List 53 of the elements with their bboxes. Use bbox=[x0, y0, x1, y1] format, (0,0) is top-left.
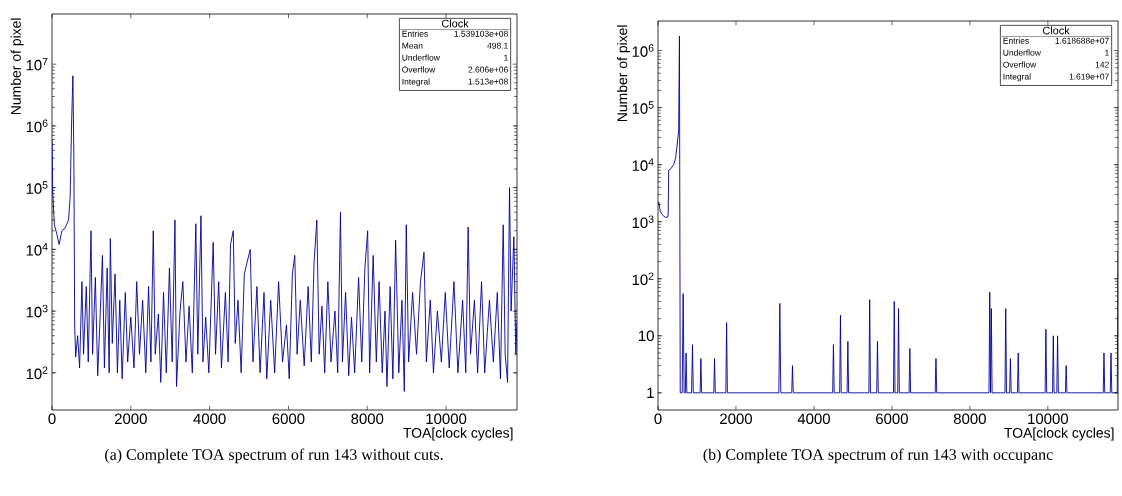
annotation: 1.513e+08 bbox=[468, 78, 508, 85]
y-tick-label: 10$^{7}$ bbox=[26, 57, 48, 71]
y-tick-label: 10$^{6}$ bbox=[26, 119, 48, 133]
annotation: 1 bbox=[504, 54, 508, 61]
x-axis-title: TOA[clock cycles] bbox=[1004, 427, 1114, 441]
annotation: Clock bbox=[1042, 26, 1070, 35]
x-tick-label: 2000 bbox=[114, 413, 147, 425]
x-tick-label: 8000 bbox=[351, 413, 384, 425]
y-axis-title: Number of pixel bbox=[10, 18, 24, 115]
annotation: Entries bbox=[1003, 37, 1029, 44]
y-tick-label: 10$^{2}$ bbox=[26, 366, 48, 380]
annotation: Entries bbox=[402, 30, 428, 37]
annotation: Underflow bbox=[1003, 49, 1041, 56]
text: (b) Complete TOA spectrum of run 143 with occupanc bbox=[703, 448, 1053, 464]
x-tick-label: 10000 bbox=[426, 413, 467, 425]
annotation: 2.606e+06 bbox=[468, 66, 508, 73]
y-tick-label: 10$^{4}$ bbox=[26, 243, 48, 256]
x-tick-label: 0 bbox=[48, 413, 56, 425]
annotation: 142 bbox=[1095, 61, 1109, 68]
annotation: Mean bbox=[402, 42, 423, 49]
annotation: Overflow bbox=[402, 66, 436, 73]
annotation: Integral bbox=[1003, 73, 1031, 82]
y-tick-label: 10$^{5}$ bbox=[632, 101, 654, 114]
x-tick-label: 6000 bbox=[272, 413, 305, 425]
x-axis-title: TOA[clock cycles] bbox=[403, 427, 513, 441]
y-tick-label: 10$^{3}$ bbox=[632, 215, 654, 229]
annotation: Clock bbox=[441, 19, 469, 28]
text: (a) Complete TOA spectrum of run 143 without cuts. bbox=[105, 448, 443, 464]
annotation: 1 bbox=[1105, 49, 1109, 56]
y-tick-label: 10$^{3}$ bbox=[26, 304, 48, 318]
annotation: Overflow bbox=[1003, 61, 1037, 68]
line-series bbox=[658, 35, 1119, 394]
y-tick-label: 10$^{6}$ bbox=[632, 44, 654, 57]
x-tick-label: 10000 bbox=[1028, 413, 1069, 425]
line-series bbox=[52, 75, 518, 392]
y-tick-label: 10$^{5}$ bbox=[26, 181, 48, 194]
y-tick-label: 1 bbox=[647, 387, 654, 398]
x-tick-label: 4000 bbox=[797, 413, 830, 425]
annotation: Integral bbox=[402, 78, 430, 87]
x-tick-label: 0 bbox=[654, 413, 662, 425]
x-tick-label: 6000 bbox=[876, 413, 908, 425]
y-tick-label: 10$^{4}$ bbox=[632, 158, 654, 171]
x-tick-label: 4000 bbox=[193, 413, 226, 425]
annotation: Underflow bbox=[402, 54, 440, 61]
y-tick-label: 10 bbox=[639, 330, 654, 342]
x-tick-label: 2000 bbox=[720, 413, 752, 425]
x-tick-label: 8000 bbox=[953, 413, 986, 425]
y-tick-label: 10$^{2}$ bbox=[632, 272, 654, 286]
annotation: 498.1 bbox=[487, 42, 508, 49]
y-axis-title: Number of pixel bbox=[617, 25, 631, 122]
annotation: 1.619e+07 bbox=[1069, 73, 1109, 80]
annotation: 1.618688e+07 bbox=[1055, 37, 1109, 44]
annotation: 1.539103e+08 bbox=[454, 30, 508, 37]
